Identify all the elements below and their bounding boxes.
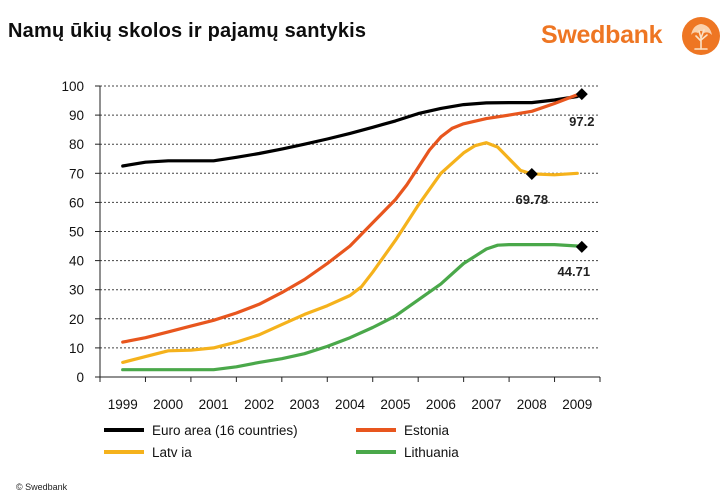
x-tick-label: 2005 [380,397,410,412]
legend-item: Euro area (16 countries) [104,420,298,440]
x-tick-label: 2004 [335,397,366,412]
legend-label: Latv ia [152,444,192,460]
y-tick-label: 20 [69,312,84,327]
x-tick-label: 2001 [199,397,229,412]
y-tick-label: 90 [69,108,84,123]
data-label: 44.71 [558,264,591,279]
chart-legend: Euro area (16 countries) Estonia Latv ia Li… [104,420,604,464]
y-tick-label: 50 [69,225,84,240]
legend-item: Latv ia [104,442,192,462]
series-line [121,243,579,372]
y-tick-label: 30 [69,283,84,298]
y-tick-label: 100 [61,79,84,94]
slide-title: Namų ūkių skolos ir pajamų santykis [8,20,367,42]
x-tick-label: 2007 [471,397,501,412]
oak-tree-icon [682,17,720,55]
x-tick-label: 2002 [244,397,274,412]
x-tick-label: 2008 [517,397,547,412]
legend-swatch [104,428,144,432]
y-tick-label: 40 [69,254,84,269]
y-tick-label: 80 [69,137,84,152]
y-tick-label: 10 [69,341,84,356]
y-tick-label: 70 [69,166,84,181]
logo-wordmark: Swedbank [541,21,663,49]
x-tick-label: 2000 [153,397,183,412]
legend-swatch [356,428,396,432]
copyright-notice: © Swedbank [16,482,68,492]
x-tick-label: 1999 [108,397,138,412]
data-marker [525,167,538,180]
x-tick-label: 2006 [426,397,456,412]
data-marker [575,88,588,101]
legend-item: Estonia [356,420,449,440]
y-tick-label: 60 [69,195,84,210]
legend-swatch [104,450,144,454]
data-label: 69.78 [516,192,549,207]
legend-label: Estonia [404,422,450,438]
x-tick-label: 2009 [562,397,592,412]
y-tick-label: 0 [76,370,84,385]
series-line [121,92,584,168]
legend-label: Lithuania [404,444,459,460]
data-label: 97.2 [569,114,594,129]
legend-label: Euro area (16 countries) [152,422,298,438]
x-tick-label: 2003 [290,397,320,412]
legend-swatch [356,450,396,454]
data-marker [575,240,588,253]
legend-item: Lithuania [356,442,459,462]
swedbank-logo: Swedbank [541,14,721,58]
series-line [121,141,579,364]
series-line [121,93,579,344]
